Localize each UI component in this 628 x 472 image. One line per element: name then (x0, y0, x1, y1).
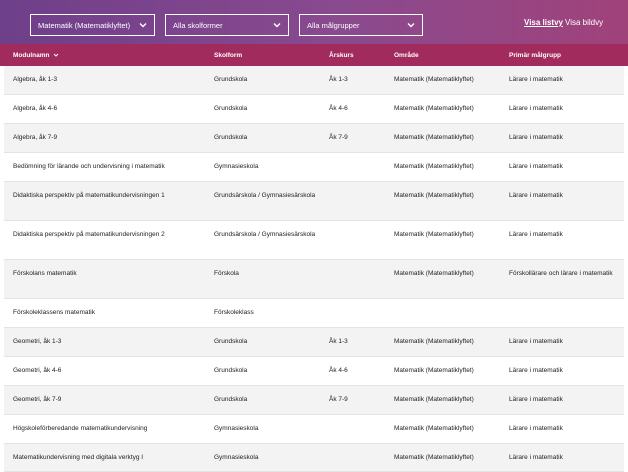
chevron-down-icon (273, 23, 281, 28)
chevron-down-icon (407, 23, 415, 28)
school-form: Grundskola (214, 338, 248, 345)
column-header-module-label: Modulnamn (13, 52, 50, 59)
column-header-target[interactable]: Primär målgrupp (509, 52, 562, 59)
school-form: Förskola (214, 270, 239, 277)
table-row[interactable]: Geometri, åk 1-3 Grundskola Åk 1-3 Matem… (4, 328, 624, 357)
subject-filter-label: Matematik (Matematiklyftet) (38, 20, 131, 30)
column-header-area[interactable]: Område (394, 52, 419, 59)
table-row[interactable]: Högskoleförberedande matematikundervisni… (4, 415, 624, 444)
column-header-module[interactable]: Modulnamn (13, 52, 59, 59)
table-row[interactable]: Didaktiska perspektiv på matematikunderv… (4, 182, 624, 221)
target-group: Lärare i matematik (509, 338, 563, 345)
target-group: Lärare i matematik (509, 425, 563, 432)
table-row[interactable]: Bedömning för lärande och undervisning i… (4, 153, 624, 182)
target-group: Lärare i matematik (509, 134, 563, 141)
school-form: Grundskola (214, 76, 248, 83)
target-group: Förskollärare och lärare i matematik (509, 270, 613, 277)
school-form: Gymnasieskola (214, 425, 259, 432)
school-form-filter-label: Alla skolformer (173, 20, 223, 30)
school-form: Grundsärskola / Gymnasiesärskola (214, 192, 316, 199)
area: Matematik (Matematiklyftet) (394, 367, 474, 374)
target-group-filter-label: Alla målgrupper (307, 20, 360, 30)
list-view-link[interactable]: Visa listvy (524, 18, 563, 27)
area: Matematik (Matematiklyftet) (394, 134, 474, 141)
grade: Åk 4-6 (329, 105, 348, 112)
module-name[interactable]: Högskoleförberedande matematikundervisni… (13, 425, 148, 432)
module-name[interactable]: Didaktiska perspektiv på matematikunderv… (13, 231, 165, 238)
grade: Åk 1-3 (329, 76, 348, 83)
school-form: Grundsärskola / Gymnasiesärskola (214, 231, 316, 238)
school-form: Grundskola (214, 105, 248, 112)
table-row[interactable]: Matematikundervisning med digitala verkt… (4, 444, 624, 472)
school-form: Förskoleklass (214, 309, 254, 316)
table-row[interactable]: Geometri, åk 7-9 Grundskola Åk 7-9 Matem… (4, 386, 624, 415)
column-header-school-form[interactable]: Skolform (214, 52, 243, 59)
grid-view-link[interactable]: Visa bildvy (565, 18, 604, 27)
school-form: Gymnasieskola (214, 163, 259, 170)
grade: Åk 7-9 (329, 396, 348, 403)
area: Matematik (Matematiklyftet) (394, 192, 474, 199)
sort-chevron-icon (53, 53, 59, 57)
module-name[interactable]: Förskolans matematik (13, 270, 77, 277)
table-row[interactable]: Förskolans matematik Förskola Matematik … (4, 260, 624, 299)
area: Matematik (Matematiklyftet) (394, 163, 474, 170)
table-row[interactable]: Geometri, åk 4-6 Grundskola Åk 4-6 Matem… (4, 357, 624, 386)
area: Matematik (Matematiklyftet) (394, 231, 474, 238)
target-group-filter-dropdown[interactable]: Alla målgrupper (299, 14, 423, 36)
module-name[interactable]: Algebra, åk 1-3 (13, 76, 58, 83)
area: Matematik (Matematiklyftet) (394, 454, 474, 461)
school-form: Gymnasieskola (214, 454, 259, 461)
school-form: Grundskola (214, 396, 248, 403)
filter-bar: Matematik (Matematiklyftet) Alla skolfor… (0, 0, 628, 44)
grade: Åk 1-3 (329, 338, 348, 345)
school-form: Grundskola (214, 134, 248, 141)
target-group: Lärare i matematik (509, 163, 563, 170)
area: Matematik (Matematiklyftet) (394, 396, 474, 403)
module-name[interactable]: Geometri, åk 4-6 (13, 367, 62, 374)
area: Matematik (Matematiklyftet) (394, 105, 474, 112)
area: Matematik (Matematiklyftet) (394, 76, 474, 83)
area: Matematik (Matematiklyftet) (394, 425, 474, 432)
module-name[interactable]: Didaktiska perspektiv på matematikunderv… (13, 192, 165, 199)
target-group: Lärare i matematik (509, 231, 563, 238)
area: Matematik (Matematiklyftet) (394, 338, 474, 345)
module-name[interactable]: Algebra, åk 7-9 (13, 134, 58, 141)
school-form-filter-dropdown[interactable]: Alla skolformer (165, 14, 289, 36)
module-name[interactable]: Geometri, åk 1-3 (13, 338, 62, 345)
table-header: Modulnamn Skolform Årskurs Område Primär… (0, 44, 628, 66)
school-form: Grundskola (214, 367, 248, 374)
table-row[interactable]: Förskoleklassens matematik Förskoleklass (4, 299, 624, 328)
subject-filter-dropdown[interactable]: Matematik (Matematiklyftet) (30, 14, 155, 36)
grade: Åk 4-6 (329, 367, 348, 374)
column-header-grade[interactable]: Årskurs (329, 52, 354, 59)
target-group: Lärare i matematik (509, 105, 563, 112)
grade: Åk 7-9 (329, 134, 348, 141)
target-group: Lärare i matematik (509, 367, 563, 374)
module-name[interactable]: Bedömning för lärande och undervisning i… (13, 163, 165, 170)
table-row[interactable]: Algebra, åk 1-3 Grundskola Åk 1-3 Matema… (4, 66, 624, 95)
table-row[interactable]: Algebra, åk 7-9 Grundskola Åk 7-9 Matema… (4, 124, 624, 153)
chevron-down-icon (139, 23, 147, 28)
target-group: Lärare i matematik (509, 396, 563, 403)
module-name[interactable]: Matematikundervisning med digitala verkt… (13, 454, 144, 461)
module-table-body: Algebra, åk 1-3 Grundskola Åk 1-3 Matema… (0, 66, 628, 472)
module-name[interactable]: Förskoleklassens matematik (13, 309, 95, 316)
table-row[interactable]: Algebra, åk 4-6 Grundskola Åk 4-6 Matema… (4, 95, 624, 124)
target-group: Lärare i matematik (509, 192, 563, 199)
target-group: Lärare i matematik (509, 454, 563, 461)
module-name[interactable]: Algebra, åk 4-6 (13, 105, 58, 112)
area: Matematik (Matematiklyftet) (394, 270, 474, 277)
target-group: Lärare i matematik (509, 76, 563, 83)
table-row[interactable]: Didaktiska perspektiv på matematikunderv… (4, 221, 624, 260)
module-name[interactable]: Geometri, åk 7-9 (13, 396, 62, 403)
